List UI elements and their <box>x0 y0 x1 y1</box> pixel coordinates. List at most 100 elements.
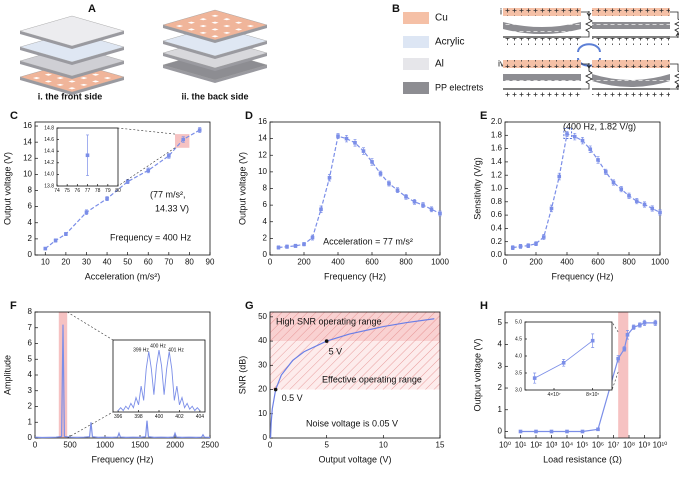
y-axis-label: Output voltage (V) <box>237 152 247 225</box>
y-tick-label: 3 <box>498 361 503 370</box>
layer-side <box>20 31 124 49</box>
charge <box>592 8 670 16</box>
panel-label: E <box>480 110 487 122</box>
plot-area <box>525 322 612 390</box>
electrode-hole <box>234 28 243 31</box>
y-tick-label: 13.8 <box>44 183 54 189</box>
y-tick-label: 16 <box>258 117 267 126</box>
x-tick-label: 10¹ <box>515 440 527 449</box>
data-point <box>327 175 332 180</box>
data-point <box>622 347 627 351</box>
x-tick-label: 1000 <box>431 257 449 266</box>
data-point <box>532 376 537 380</box>
y-tick-label: 4 <box>28 370 33 379</box>
x-tick-label: 0 <box>33 440 38 449</box>
charge <box>503 38 581 45</box>
highlight-hatch <box>270 341 440 390</box>
electrode-hole <box>211 14 219 17</box>
x-tick-label: 800 <box>399 257 413 266</box>
x-tick-label: 10⁵ <box>576 440 588 449</box>
x-axis-label: Frequency (Hz) <box>324 271 386 281</box>
y-tick-label: 2 <box>28 402 33 411</box>
x-tick-label: 30 <box>82 257 91 266</box>
y-tick-label: 3 <box>28 386 33 395</box>
annotation: High SNR operating range <box>276 316 382 326</box>
data-point <box>588 147 593 152</box>
y-tick-label: 3.5 <box>515 370 522 376</box>
data-point <box>293 244 298 248</box>
data-line <box>44 129 201 250</box>
x-tick-label: 90 <box>206 257 215 266</box>
legend-swatch <box>403 82 429 94</box>
x-tick-label: 400 <box>560 257 574 266</box>
y-tick-label: 14.8 <box>44 125 54 131</box>
caption: ii. the back side <box>181 91 248 101</box>
data-point <box>603 170 608 174</box>
legend-swatch <box>403 58 429 70</box>
y-tick-label: 6 <box>263 200 268 209</box>
y-tick-label: 6 <box>28 339 33 348</box>
data-point <box>580 429 585 434</box>
y-tick-label: 6 <box>28 202 33 211</box>
panel-label: B <box>392 3 400 15</box>
x-tick-label: 1500 <box>131 440 149 449</box>
data-point <box>84 210 89 215</box>
annotation: 400 Hz <box>150 343 166 349</box>
x-tick-label: 402 <box>175 414 184 420</box>
y-axis-label: SNR (dB) <box>237 356 247 395</box>
charge <box>503 8 581 16</box>
highlight <box>58 312 68 438</box>
y-tick-label: 0.6 <box>491 210 503 219</box>
x-tick-label: 10³ <box>546 440 558 449</box>
legend-label: Acrylic <box>435 37 464 48</box>
y-tick-label: 14.2 <box>44 160 54 166</box>
data-point <box>631 325 636 330</box>
current-arrow <box>675 83 679 90</box>
y-tick-label: 2 <box>498 383 503 392</box>
y-tick-label: 10 <box>258 409 267 418</box>
charge <box>503 60 581 68</box>
x-tick-label: 0 <box>268 257 273 266</box>
data-point <box>53 238 58 243</box>
x-tick-label: 15 <box>436 440 445 449</box>
electrode-hole <box>80 83 88 86</box>
data-line <box>269 318 435 439</box>
x-tick-label: 80 <box>115 188 121 194</box>
x-tick-label: 74 <box>54 188 60 194</box>
data-point <box>167 154 171 158</box>
data-line <box>117 350 201 412</box>
layer <box>19 15 125 47</box>
x-tick-label: 10 <box>41 257 50 266</box>
annotation: Frequency = 400 Hz <box>110 232 192 242</box>
electrode-hole <box>234 21 243 24</box>
electrode-hole <box>211 21 219 24</box>
y-tick-label: 2 <box>28 234 33 243</box>
marked-point <box>273 387 278 392</box>
y-axis-label: Sensitivity (V/g) <box>472 157 482 220</box>
data-point <box>412 200 417 204</box>
data-point <box>638 323 642 327</box>
annotation: Acceleration = 77 m/s² <box>323 236 413 246</box>
x-tick-label: 70 <box>164 257 173 266</box>
data-point <box>510 245 515 250</box>
y-tick-label: 0.2 <box>491 237 503 246</box>
legend-swatch <box>403 12 429 24</box>
data-point <box>634 199 639 203</box>
axes-frame <box>34 121 211 256</box>
x-tick-label: 800 <box>622 257 636 266</box>
x-tick-label: 10⁸ <box>623 440 635 449</box>
electrode-hole <box>187 28 196 31</box>
electrode-hole <box>199 18 207 21</box>
layer-side <box>20 47 124 65</box>
data-point <box>557 174 562 179</box>
x-tick-label: 200 <box>297 257 311 266</box>
data-point <box>658 210 662 215</box>
y-tick-label: 16 <box>23 121 32 130</box>
charge <box>592 74 670 87</box>
x-tick-label: 2500 <box>201 440 219 449</box>
electrode-hole <box>211 35 219 38</box>
data-point <box>565 132 569 136</box>
data-point <box>421 203 425 207</box>
caption: i. the front side <box>38 91 103 101</box>
circuit <box>581 11 593 38</box>
